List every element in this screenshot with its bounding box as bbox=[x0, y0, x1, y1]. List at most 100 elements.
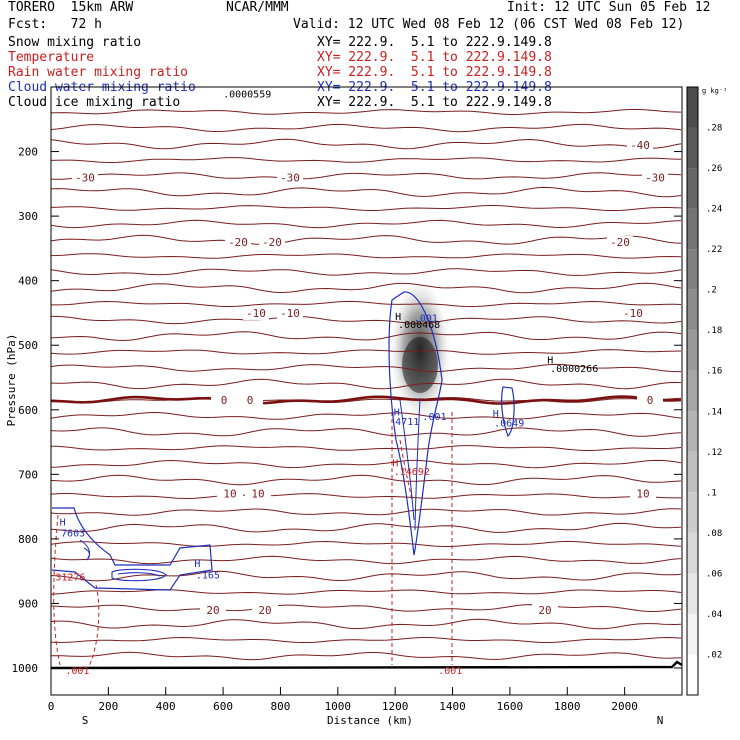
contour-annotation: .000468 bbox=[398, 320, 440, 331]
x-tick-label: 0 bbox=[48, 700, 55, 713]
x-axis-title: Distance (km) bbox=[327, 714, 413, 727]
temperature-label: -40 bbox=[630, 139, 650, 152]
temperature-label-bg bbox=[627, 139, 653, 153]
colorbar-tick-label: .18 bbox=[706, 326, 722, 336]
colorbar-tick-label: .14 bbox=[706, 407, 722, 417]
temperature-label-bg bbox=[642, 171, 668, 185]
temperature-label: 20 bbox=[538, 604, 551, 617]
temperature-label-bg bbox=[225, 235, 251, 249]
field-xy-cloud-ice: XY= 222.9. 5.1 to 222.9.149.8 bbox=[317, 95, 552, 110]
temperature-contour bbox=[50, 474, 682, 486]
colorbar-segment bbox=[687, 208, 698, 250]
model-name: TORERO 15km ARW bbox=[8, 0, 134, 15]
contour-annotation: H bbox=[392, 459, 398, 470]
field-label-temperature: Temperature bbox=[8, 50, 95, 65]
temperature-label-bg bbox=[277, 171, 303, 185]
colorbar-tick-label: .22 bbox=[706, 245, 722, 255]
temperature-contour bbox=[50, 282, 682, 294]
temperature-contour bbox=[50, 378, 682, 390]
cloud-water-contour bbox=[399, 397, 421, 531]
plot-frame bbox=[50, 86, 683, 696]
temperature-label-bg bbox=[532, 603, 558, 617]
temperature-label-bg bbox=[217, 487, 243, 501]
temperature-contour bbox=[51, 315, 682, 325]
rain-contour bbox=[399, 439, 413, 501]
temperature-label-bg bbox=[607, 235, 633, 249]
temperature-contour bbox=[50, 205, 682, 211]
y-tick-label: 1000 bbox=[12, 662, 39, 675]
south-label: S bbox=[82, 714, 89, 727]
colorbar-segment bbox=[687, 87, 698, 128]
y-tick-label: 500 bbox=[18, 339, 38, 352]
x-tick-label: 1400 bbox=[439, 700, 466, 713]
colorbar-segment bbox=[687, 127, 698, 169]
temperature-contour bbox=[50, 651, 682, 661]
temperature-label: -30 bbox=[645, 171, 665, 184]
temperature-contour bbox=[51, 300, 682, 308]
contour-annotation: .001 bbox=[422, 412, 446, 423]
temperature-contour bbox=[50, 234, 682, 246]
temperature-label-bg bbox=[72, 171, 98, 185]
colorbar-tick-label: .1 bbox=[706, 488, 717, 498]
temperature-contour bbox=[50, 636, 682, 643]
colorbar-frame bbox=[686, 86, 699, 696]
colorbar-segment bbox=[687, 330, 698, 371]
temperature-label-bg bbox=[277, 306, 303, 320]
temperature-label-bg bbox=[243, 306, 269, 320]
temperature-label: 0 bbox=[221, 394, 228, 407]
temperature-label-bg bbox=[259, 235, 285, 249]
contour-annotation: .14692 bbox=[394, 467, 430, 478]
contour-annotation: H bbox=[547, 355, 553, 366]
field-label-snow: Snow mixing ratio bbox=[8, 35, 142, 50]
temperature-label-bg bbox=[211, 394, 237, 408]
temperature-contour bbox=[50, 331, 682, 342]
temperature-contour bbox=[50, 363, 681, 373]
colorbar-tick-label: .08 bbox=[706, 529, 722, 539]
y-tick-label: 900 bbox=[18, 597, 38, 610]
contour-annotation: H bbox=[60, 517, 66, 528]
temperature-label: -10 bbox=[246, 307, 266, 320]
contour-annotation: H bbox=[394, 408, 400, 419]
contour-annotation: .001 bbox=[65, 666, 89, 677]
colorbar-segment bbox=[687, 613, 698, 655]
temperature-contour bbox=[50, 522, 682, 533]
y-tick-label: 700 bbox=[18, 468, 38, 481]
colorbar-unit: g kg⁻¹ bbox=[702, 87, 727, 95]
y-tick-label: 400 bbox=[18, 275, 38, 288]
rain-contour bbox=[391, 412, 453, 665]
temperature-label-bg bbox=[237, 394, 263, 408]
temperature-contour bbox=[50, 172, 682, 180]
temperature-label: 20 bbox=[258, 604, 271, 617]
temperature-label: -20 bbox=[610, 236, 630, 249]
x-tick-label: 1200 bbox=[382, 700, 409, 713]
north-label: N bbox=[657, 714, 664, 727]
field-xy-snow: XY= 222.9. 5.1 to 222.9.149.8 bbox=[317, 35, 552, 50]
colorbar-segment bbox=[687, 370, 698, 412]
temperature-contour bbox=[50, 219, 682, 229]
temperature-label-bg bbox=[637, 394, 663, 408]
contour-annotation: .165 bbox=[196, 570, 220, 581]
colorbar-tick-label: .12 bbox=[706, 448, 722, 458]
contour-annotation: H bbox=[194, 559, 200, 570]
colorbar-tick-label: .16 bbox=[706, 367, 722, 377]
colorbar-segment bbox=[687, 249, 698, 290]
temperature-label: -20 bbox=[228, 236, 248, 249]
contour-annotation: H bbox=[493, 409, 499, 420]
x-tick-label: 2000 bbox=[611, 700, 638, 713]
colorbar-tick-label: .06 bbox=[706, 569, 722, 579]
field-label-rain: Rain water mixing ratio bbox=[8, 65, 189, 80]
temperature-contour bbox=[50, 186, 682, 198]
colorbar-segment bbox=[687, 492, 698, 533]
temperature-label: 10 bbox=[636, 488, 649, 501]
temperature-contour bbox=[50, 540, 682, 548]
colorbar-segment bbox=[687, 654, 698, 695]
temperature-label: -30 bbox=[280, 171, 300, 184]
temperature-label: -20 bbox=[262, 236, 282, 249]
x-tick-label: 1800 bbox=[554, 700, 581, 713]
colorbar-tick-label: .24 bbox=[706, 205, 722, 215]
x-tick-label: 1600 bbox=[497, 700, 524, 713]
temperature-contour bbox=[50, 157, 682, 164]
temperature-label-bg bbox=[252, 603, 278, 617]
snow-shading-core bbox=[402, 337, 438, 393]
temperature-contour bbox=[50, 493, 682, 500]
